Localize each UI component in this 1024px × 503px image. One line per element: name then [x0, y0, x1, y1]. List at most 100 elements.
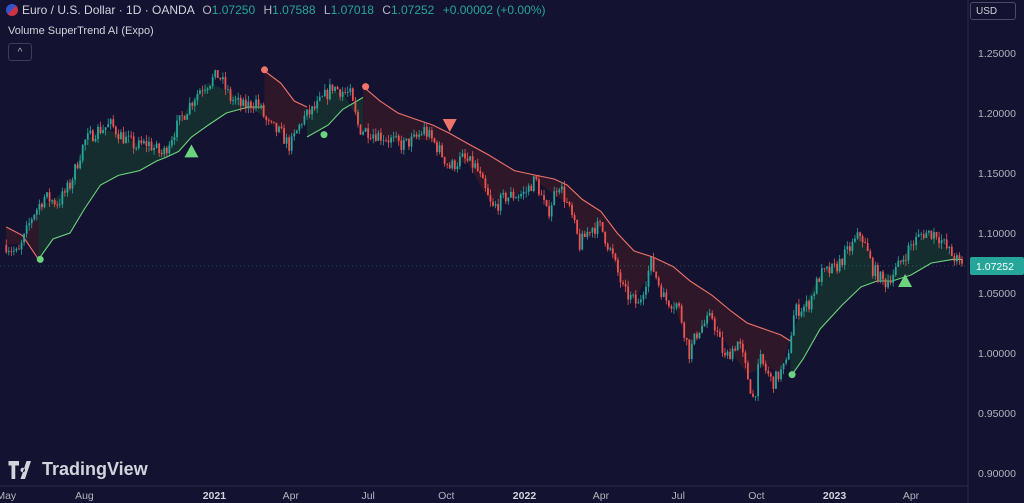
candle-body — [927, 230, 930, 233]
candle-body — [369, 138, 372, 139]
supertrend-bear-line — [264, 70, 308, 108]
candle-body — [7, 251, 10, 253]
candle-body — [428, 130, 431, 137]
collapse-legend-button[interactable]: ^ — [8, 43, 32, 61]
x-tick-label: 2023 — [823, 490, 847, 502]
candle-body — [948, 246, 951, 249]
candle-body — [854, 238, 856, 242]
candle-body — [41, 203, 43, 208]
currency-flag-icon — [6, 4, 18, 16]
candle-body — [795, 304, 798, 316]
candle-body — [629, 294, 632, 300]
candle-body — [741, 343, 744, 353]
candle-body — [298, 124, 301, 131]
candle-body — [797, 304, 800, 316]
candle-body — [859, 232, 861, 237]
candle-body — [823, 268, 826, 270]
candle-body — [63, 191, 66, 193]
candle-body — [99, 126, 102, 134]
candle-body — [23, 233, 25, 243]
symbol-title[interactable]: Euro / U.S. Dollar · 1D · OANDA — [22, 3, 195, 17]
x-tick-label: Aug — [75, 490, 94, 502]
candle-body — [907, 245, 910, 261]
candle-body — [252, 108, 255, 109]
candle-body — [58, 204, 61, 206]
candle-body — [43, 196, 46, 208]
supertrend-bear-line — [5, 226, 39, 260]
candle-body — [716, 330, 719, 332]
candle-body — [759, 354, 762, 365]
candle-body — [869, 251, 872, 258]
candle-body — [566, 202, 568, 203]
candle-body — [739, 341, 742, 344]
candle-body — [950, 246, 953, 257]
x-tick-label: Jul — [361, 490, 374, 502]
candle-body — [894, 267, 897, 275]
candle-body — [456, 166, 459, 170]
candle-body — [168, 145, 171, 154]
candle-body — [818, 278, 821, 282]
candle-body — [191, 102, 194, 106]
candle-body — [196, 93, 199, 101]
candle-body — [219, 77, 222, 80]
candle-body — [56, 204, 59, 206]
candle-body — [724, 352, 726, 356]
tradingview-logo[interactable]: TradingView — [8, 459, 148, 480]
candle-body — [701, 325, 703, 333]
candle-body — [861, 236, 864, 243]
candle-body — [494, 204, 497, 206]
candle-body — [354, 100, 357, 112]
candle-body — [125, 136, 127, 144]
candle-body — [703, 323, 706, 326]
candle-body — [114, 126, 117, 135]
candle-body — [611, 248, 614, 254]
candle-body — [581, 233, 584, 250]
candle-body — [288, 137, 291, 151]
low-value: 1.07018 — [330, 3, 374, 17]
candle-body — [517, 196, 520, 198]
x-tick-label: Apr — [593, 490, 610, 502]
candle-body — [736, 341, 739, 351]
x-tick-label: Apr — [283, 490, 300, 502]
candle-body — [30, 219, 33, 224]
candle-body — [86, 133, 89, 140]
candle-body — [808, 301, 810, 310]
candle-body — [18, 248, 20, 250]
candle-body — [492, 201, 494, 206]
x-tick-label: Apr — [903, 490, 920, 502]
candle-body — [181, 115, 184, 117]
candle-body — [28, 223, 31, 226]
candle-body — [639, 299, 642, 303]
candle-body — [10, 251, 13, 253]
candle-body — [145, 141, 148, 147]
candle-body — [418, 134, 421, 137]
candle-body — [234, 99, 237, 101]
indicator-legend[interactable]: Volume SuperTrend AI (Expo) — [8, 25, 154, 37]
candle-body — [15, 248, 18, 251]
candle-body — [160, 152, 163, 154]
x-tick-label: Oct — [438, 490, 454, 502]
candle-body — [578, 233, 581, 250]
candle-body — [606, 243, 609, 250]
candle-body — [662, 292, 665, 298]
candle-body — [308, 109, 311, 115]
candle-body — [673, 307, 675, 309]
candle-body — [150, 141, 153, 151]
candle-body — [239, 97, 242, 106]
candle-body — [410, 136, 413, 147]
candle-body — [917, 234, 920, 237]
candle-body — [831, 263, 833, 274]
y-tick-label: 1.25000 — [978, 48, 1016, 60]
candle-body — [953, 256, 956, 262]
candle-body — [173, 137, 176, 140]
candle-body — [729, 351, 731, 360]
currency-button[interactable]: USD — [970, 2, 1016, 20]
candle-body — [665, 292, 668, 301]
candle-body — [749, 379, 752, 394]
candle-body — [782, 363, 785, 370]
candle-body — [321, 96, 324, 98]
candle-body — [176, 120, 178, 138]
candle-body — [532, 176, 535, 191]
candle-body — [660, 285, 663, 298]
